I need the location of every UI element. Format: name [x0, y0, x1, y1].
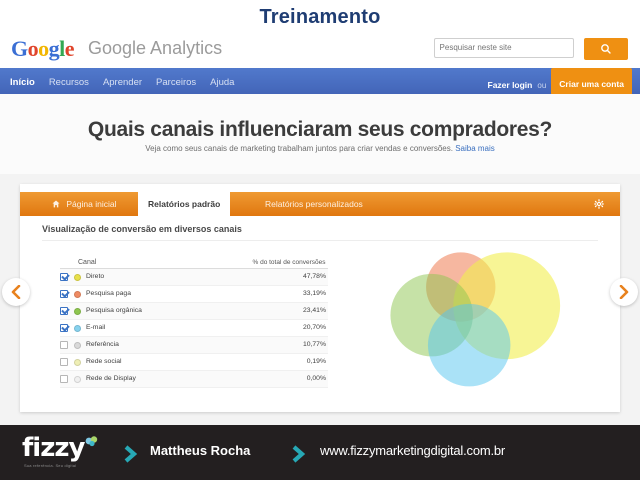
- row-checkbox[interactable]: [60, 341, 68, 349]
- channel-color-dot: [74, 307, 81, 315]
- google-logo-letter-6: e: [64, 36, 75, 61]
- panel-title: Visualização de conversão em diversos ca…: [42, 224, 242, 234]
- channel-name: Referência: [86, 341, 119, 348]
- channel-percent: 33,19%: [302, 290, 326, 297]
- google-logo-letter-5: l: [59, 36, 65, 61]
- fizzy-logo: fizzy Sua referência. Seu digital: [22, 433, 117, 473]
- channel-color-dot: [74, 290, 81, 298]
- tab-pagina-inicial-label: Página inicial: [66, 199, 117, 209]
- presenter-footer: fizzy Sua referência. Seu digital Matthe…: [0, 425, 640, 480]
- tab-pagina-inicial[interactable]: Página inicial: [42, 192, 126, 216]
- row-checkbox[interactable]: [60, 375, 68, 383]
- panel-divider: [42, 240, 598, 241]
- google-logo-letter-2: o: [27, 36, 39, 61]
- channel-percent: 10,77%: [302, 341, 326, 348]
- chevron-left-icon: [11, 285, 21, 299]
- tab-relatorios-padrao[interactable]: Relatórios padrão: [138, 192, 231, 216]
- row-checkbox[interactable]: [60, 324, 68, 332]
- channel-name: Rede de Display: [86, 375, 136, 382]
- table-row[interactable]: Rede de Display 0,00%: [60, 371, 328, 388]
- hero-section: Quais canais influenciaram seus comprado…: [0, 94, 640, 174]
- or-label: ou: [537, 81, 547, 91]
- fizzy-logo-text: fizzy: [22, 433, 85, 463]
- slide-title: Treinamento: [259, 6, 381, 28]
- hero-subtitle-text: Veja como seus canais de marketing traba…: [145, 144, 453, 153]
- channel-name: E-mail: [86, 324, 106, 331]
- gear-icon: [594, 199, 604, 209]
- channel-color-dot: [74, 324, 81, 332]
- channel-color-dot: [74, 375, 81, 383]
- channel-percent: 0,00%: [306, 375, 326, 382]
- table-row[interactable]: Rede social 0,19%: [60, 354, 328, 371]
- nav-account-actions: Fazer login ou Criar uma conta: [488, 68, 632, 100]
- tab-relatorios-personalizados[interactable]: Relatórios personalizados: [265, 199, 363, 209]
- channel-color-dot: [74, 341, 81, 349]
- search-button[interactable]: [584, 38, 628, 60]
- search-input[interactable]: [433, 38, 574, 58]
- product-name: Google Analytics: [88, 38, 223, 58]
- chevron-right-icon: [124, 445, 138, 463]
- google-logo-letter-3: o: [38, 36, 49, 61]
- learn-more-link[interactable]: Saiba mais: [455, 144, 495, 153]
- channel-percent: 23,41%: [302, 307, 326, 314]
- chevron-right-icon: [619, 285, 629, 299]
- carousel-prev-button[interactable]: [2, 278, 30, 306]
- channel-name: Rede social: [86, 358, 122, 365]
- nav-items: Início Recursos Aprender Parceiros Ajuda: [10, 68, 248, 94]
- channel-percent: 47,78%: [302, 273, 326, 280]
- table-row[interactable]: Direto 47,78%: [60, 269, 328, 286]
- google-analytics-header: Google Google Analytics: [0, 30, 640, 69]
- fizzy-logo-tagline: Sua referência. Seu digital: [24, 463, 77, 468]
- table-row[interactable]: Referência 10,77%: [60, 337, 328, 354]
- footer-separator-icon-2: [290, 444, 310, 469]
- channel-name: Pesquisa orgânica: [86, 307, 142, 314]
- channel-percent: 20,70%: [302, 324, 326, 331]
- table-row[interactable]: Pesquisa orgânica 23,41%: [60, 303, 328, 320]
- table-row[interactable]: E-mail 20,70%: [60, 320, 328, 337]
- nav-item-ajuda[interactable]: Ajuda: [210, 77, 235, 88]
- table-row[interactable]: Pesquisa paga 33,19%: [60, 286, 328, 303]
- hero-subtitle: Veja como seus canais de marketing traba…: [0, 144, 640, 153]
- report-card: Página inicial Relatórios padrão Relatór…: [20, 184, 620, 412]
- google-logo[interactable]: Google: [11, 36, 75, 62]
- row-checkbox[interactable]: [60, 307, 68, 315]
- channel-color-dot: [74, 358, 81, 366]
- channel-name: Direto: [86, 273, 105, 280]
- hero-title: Quais canais influenciaram seus comprado…: [87, 118, 553, 141]
- email-circle: [427, 303, 511, 387]
- nav-item-parceiros[interactable]: Parceiros: [156, 77, 197, 88]
- nav-item-inicio[interactable]: Início: [10, 77, 35, 88]
- settings-button[interactable]: [588, 192, 610, 216]
- site-search: [433, 38, 628, 60]
- channels-table: Canal % do total de conversões Direto 47…: [60, 246, 328, 388]
- chevron-right-icon: [292, 445, 306, 463]
- table-header-row: Canal % do total de conversões: [60, 246, 328, 269]
- nav-item-recursos[interactable]: Recursos: [48, 77, 89, 88]
- carousel-next-button[interactable]: [610, 278, 638, 306]
- google-logo-letter-4: g: [48, 36, 60, 61]
- website-url: www.fizzymarketingdigital.com.br: [320, 443, 506, 458]
- home-icon: [52, 199, 62, 209]
- column-header-channel: Canal: [78, 259, 97, 266]
- login-link[interactable]: Fazer login: [487, 80, 533, 91]
- column-header-percent: % do total de conversões: [252, 259, 326, 266]
- footer-separator-icon-1: [122, 444, 142, 469]
- channel-color-dot: [74, 273, 81, 281]
- channel-percent: 0,19%: [306, 358, 326, 365]
- card-tabbar: Página inicial Relatórios padrão Relatór…: [20, 192, 620, 216]
- row-checkbox[interactable]: [60, 290, 68, 298]
- row-checkbox[interactable]: [60, 273, 68, 281]
- search-icon: [601, 44, 611, 54]
- channel-name: Pesquisa paga: [86, 290, 131, 297]
- main-navigation: Início Recursos Aprender Parceiros Ajuda Faz…: [0, 68, 640, 100]
- row-checkbox[interactable]: [60, 358, 68, 366]
- nav-item-aprender[interactable]: Aprender: [102, 77, 143, 88]
- leaf-icon: [84, 434, 100, 452]
- google-logo-letter-1: G: [11, 36, 28, 61]
- venn-diagram: [338, 242, 606, 392]
- presenter-name: Mattheus Rocha: [150, 443, 251, 458]
